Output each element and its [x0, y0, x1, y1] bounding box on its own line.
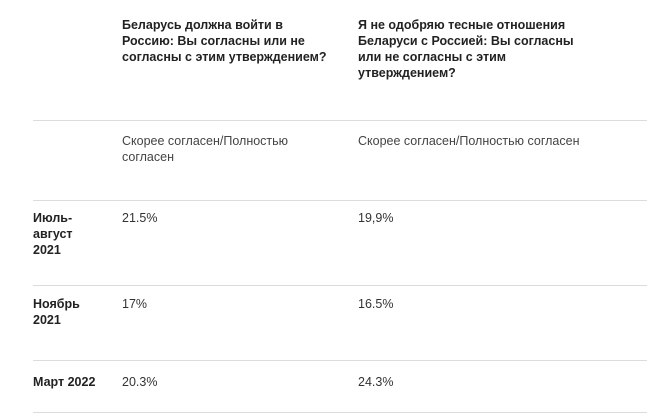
question-2-value: 24.3%	[358, 359, 647, 413]
table-row: Ноябрь 2021 17% 16.5%	[33, 284, 647, 360]
period-cell: Ноябрь 2021	[33, 284, 118, 360]
question-2-value: 19,9%	[358, 199, 647, 285]
subheader-empty-cell	[33, 119, 118, 200]
period-cell: Март 2022	[33, 359, 118, 413]
table-row: Июль-август 2021 21.5% 19,9%	[33, 199, 647, 285]
question-1-title: Беларусь должна войти в Россию: Вы согла…	[122, 18, 327, 64]
table-header-row: Беларусь должна войти в Россию: Вы согла…	[33, 0, 647, 120]
table-subheader-row: Скорее согласен/Полностью согласен Скоре…	[33, 119, 647, 200]
question-1-value: 20.3%	[118, 359, 358, 413]
question-1-answer-label: Скорее согласен/Полностью согласен	[118, 119, 358, 200]
period-cell: Июль-август 2021	[33, 199, 118, 285]
question-1-value: 21.5%	[118, 199, 358, 285]
question-2-title: Я не одобряю тесные отношения Беларуси с…	[358, 18, 574, 80]
table-row: Март 2022 20.3% 24.3%	[33, 359, 647, 413]
question-1-value: 17%	[118, 284, 358, 360]
question-2-value: 16.5%	[358, 284, 647, 360]
header-empty-cell	[33, 0, 118, 120]
question-2-answer-label: Скорее согласен/Полностью согласен	[358, 119, 647, 200]
survey-results-table: Беларусь должна войти в Россию: Вы согла…	[33, 0, 647, 413]
